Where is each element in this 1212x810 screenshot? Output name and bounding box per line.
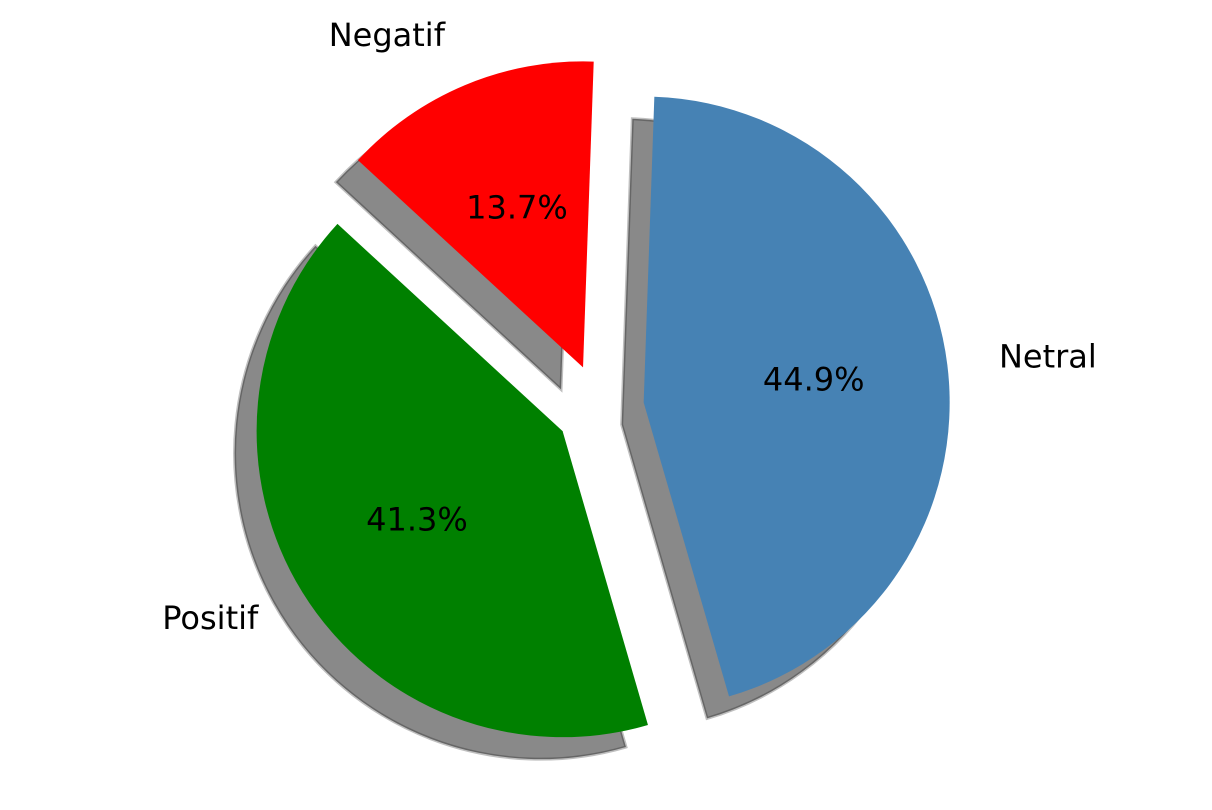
slice-pct-label-negatif: 13.7%: [466, 188, 568, 226]
slice-label-netral: Netral: [999, 337, 1097, 375]
slice-netral: [643, 96, 950, 697]
slice-pct-label-positif: 41.3%: [366, 500, 468, 538]
pie-slices: [256, 61, 950, 738]
pie-labels: Negatif 13.7% Positif 41.3% Netral 44.9%: [162, 16, 1096, 637]
slice-pct-label-netral: 44.9%: [763, 360, 865, 398]
slice-positif: [256, 223, 648, 738]
slice-negatif: [357, 61, 594, 368]
slice-label-positif: Positif: [162, 599, 259, 637]
slice-label-negatif: Negatif: [329, 16, 446, 54]
